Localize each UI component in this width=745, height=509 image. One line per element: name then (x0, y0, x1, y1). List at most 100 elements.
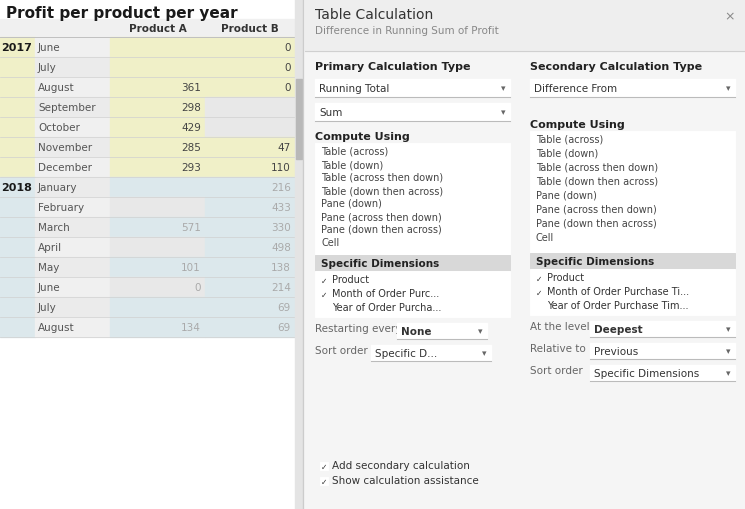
Bar (205, 58, 295, 78)
Text: Month of Order Purc...: Month of Order Purc... (332, 289, 440, 298)
Bar (35, 138, 110, 158)
Text: 0: 0 (285, 83, 291, 93)
Text: 214: 214 (271, 282, 291, 293)
Text: ✓: ✓ (321, 276, 327, 285)
Text: December: December (38, 163, 92, 173)
Text: 138: 138 (271, 263, 291, 272)
Text: Table (across): Table (across) (321, 147, 388, 157)
Text: ▾: ▾ (478, 327, 482, 336)
Text: October: October (38, 123, 80, 133)
Text: ▾: ▾ (726, 369, 730, 378)
Text: Specific Dimensions: Specific Dimensions (321, 259, 440, 268)
Bar (0, 158, 35, 178)
Text: Restarting every: Restarting every (315, 323, 402, 333)
Bar (205, 178, 295, 197)
Text: 293: 293 (181, 163, 201, 173)
Bar (530, 269, 735, 316)
Bar (0, 258, 35, 277)
Text: Difference in Running Sum of Profit: Difference in Running Sum of Profit (315, 26, 498, 36)
Bar (35, 178, 110, 197)
Bar (590, 344, 735, 359)
Text: September: September (38, 103, 95, 113)
Text: Compute Using: Compute Using (315, 132, 410, 142)
Text: 285: 285 (181, 143, 201, 153)
Bar (35, 277, 110, 297)
Text: 361: 361 (181, 83, 201, 93)
Bar (110, 178, 205, 197)
Text: ▾: ▾ (726, 325, 730, 334)
Bar (205, 217, 295, 238)
Bar (205, 38, 295, 58)
Text: Table (across then down): Table (across then down) (536, 163, 658, 173)
Text: None: None (401, 326, 431, 336)
Bar (0, 78, 35, 98)
Text: 429: 429 (181, 123, 201, 133)
Text: Previous: Previous (594, 346, 638, 356)
Text: August: August (38, 322, 74, 332)
Bar (320, 462, 328, 470)
Text: August: August (38, 83, 74, 93)
Text: 498: 498 (271, 242, 291, 252)
Bar (110, 78, 205, 98)
Text: Add secondary calculation: Add secondary calculation (332, 460, 470, 470)
Bar (535, 274, 543, 282)
Text: ✓: ✓ (321, 290, 327, 299)
Bar (0, 318, 35, 337)
Bar (0, 217, 35, 238)
Text: 47: 47 (278, 143, 291, 153)
Text: Table (down then across): Table (down then across) (536, 177, 658, 187)
Bar (0, 38, 35, 58)
Text: Deepest: Deepest (594, 324, 643, 334)
Text: Pane (down): Pane (down) (536, 191, 597, 201)
Text: Product B: Product B (221, 24, 279, 34)
Bar (110, 238, 205, 258)
Bar (305, 0, 745, 509)
Bar (315, 144, 510, 256)
Text: June: June (38, 282, 60, 293)
Bar (205, 78, 295, 98)
Text: July: July (38, 302, 57, 313)
Bar (320, 276, 328, 285)
Bar (296, 80, 302, 160)
Text: February: February (38, 203, 84, 213)
Bar (205, 138, 295, 158)
Text: Pane (down then across): Pane (down then across) (536, 218, 657, 229)
Bar (110, 197, 205, 217)
Text: ▾: ▾ (726, 347, 730, 356)
Text: Relative to: Relative to (530, 344, 586, 353)
Text: 298: 298 (181, 103, 201, 113)
Text: Pane (down then across): Pane (down then across) (321, 224, 442, 235)
Bar (35, 118, 110, 138)
Bar (0, 20, 295, 38)
Text: 2017: 2017 (1, 43, 33, 53)
Bar (205, 297, 295, 318)
Text: 69: 69 (278, 302, 291, 313)
Bar (397, 323, 487, 340)
Bar (0, 297, 35, 318)
Bar (320, 304, 328, 313)
Text: At the level: At the level (530, 321, 589, 331)
Bar (0, 197, 35, 217)
Text: 110: 110 (271, 163, 291, 173)
Text: Sum: Sum (319, 108, 343, 118)
Text: June: June (38, 43, 60, 53)
Text: 101: 101 (181, 263, 201, 272)
Bar (205, 158, 295, 178)
Bar (0, 138, 35, 158)
Text: Table (down): Table (down) (536, 149, 598, 159)
Text: ▾: ▾ (501, 84, 505, 93)
Bar (320, 291, 328, 298)
Text: 0: 0 (285, 43, 291, 53)
Text: Month of Order Purchase Ti...: Month of Order Purchase Ti... (547, 287, 689, 296)
Text: ▾: ▾ (501, 108, 505, 117)
Text: 0: 0 (194, 282, 201, 293)
Text: May: May (38, 263, 60, 272)
Bar (0, 58, 35, 78)
Bar (35, 297, 110, 318)
Text: 571: 571 (181, 222, 201, 233)
Text: Specific Dimensions: Specific Dimensions (536, 257, 654, 267)
Text: 134: 134 (181, 322, 201, 332)
Text: Compute Using: Compute Using (530, 120, 625, 130)
Text: Pane (across then down): Pane (across then down) (321, 212, 442, 221)
Bar (535, 302, 543, 310)
